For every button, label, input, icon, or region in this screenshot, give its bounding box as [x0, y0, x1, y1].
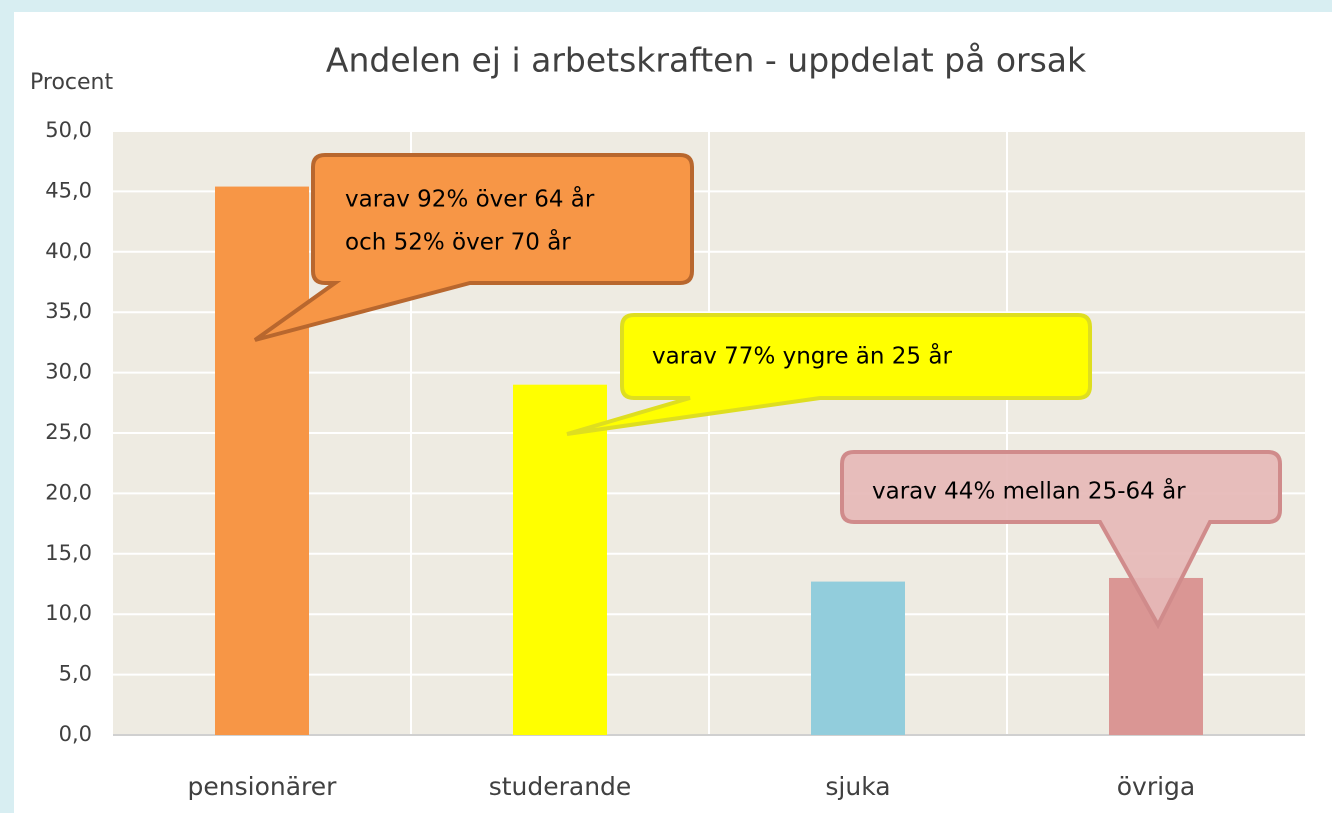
callout-text: varav 44% mellan 25-64 år: [872, 477, 1186, 505]
bar: [513, 384, 607, 735]
x-tick-label: studerande: [489, 772, 632, 801]
y-tick-label: 5,0: [59, 662, 92, 686]
y-tick-label: 35,0: [45, 299, 92, 323]
y-tick-label: 0,0: [59, 722, 92, 746]
x-tick-label: sjuka: [825, 772, 890, 801]
callout: [566, 313, 1092, 436]
y-tick-label: 45,0: [45, 178, 92, 202]
x-tick-label: pensionärer: [188, 772, 338, 801]
y-tick-label: 40,0: [45, 239, 92, 263]
chart-title: Andelen ej i arbetskraften - uppdelat på…: [326, 41, 1087, 80]
y-tick-label: 20,0: [45, 480, 92, 504]
y-tick-label: 50,0: [45, 118, 92, 142]
callout-text: varav 92% över 64 år: [345, 185, 595, 213]
x-tick-label: övriga: [1117, 772, 1196, 801]
y-tick-label: 15,0: [45, 541, 92, 565]
callout: [253, 153, 694, 342]
y-tick-label: 25,0: [45, 420, 92, 444]
y-axis-label: Procent: [30, 70, 113, 95]
y-tick-label: 30,0: [45, 360, 92, 384]
callout-text: varav 77% yngre än 25 år: [652, 342, 952, 370]
callout-text: och 52% över 70 år: [345, 228, 571, 256]
bar: [215, 186, 309, 735]
y-tick-label: 10,0: [45, 601, 92, 625]
callout: [840, 450, 1282, 630]
bar: [811, 581, 905, 735]
